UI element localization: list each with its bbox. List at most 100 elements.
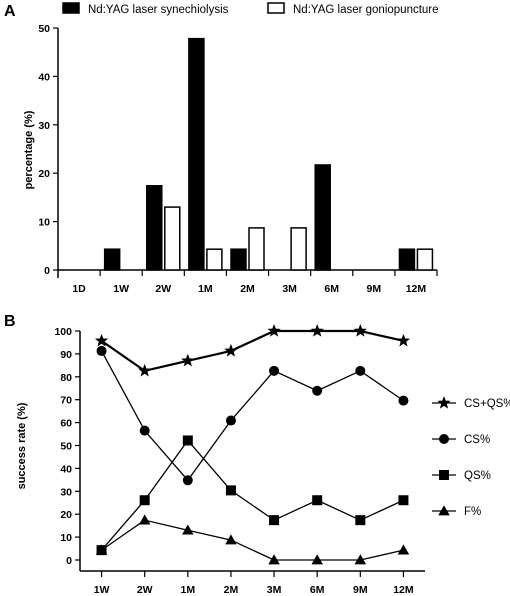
- x-tick-label: 1M: [181, 584, 196, 596]
- y-tick-label: 0: [44, 265, 50, 277]
- y-tick-label: 90: [60, 349, 72, 361]
- series-circle: [96, 345, 409, 486]
- panel-a-y-axis-title: percentage (%): [23, 110, 35, 189]
- panel-b-axes: 0 10 20 30 40 50 60 70 80 90 100 1W 2W 1M 2M 3M 6M 9M 12M: [54, 326, 425, 596]
- panel-b-label: B: [4, 313, 16, 330]
- x-tick-label: 12M: [393, 584, 414, 596]
- square-marker: [439, 470, 449, 480]
- series-line: [101, 439, 404, 551]
- y-tick-label: 70: [60, 395, 72, 407]
- y-tick-label: 40: [38, 71, 50, 83]
- y-tick-label: 50: [38, 23, 50, 35]
- square-marker: [398, 495, 409, 506]
- x-tick-label: 1D: [72, 283, 86, 295]
- legend-swatch: [62, 2, 80, 14]
- circle-marker: [398, 395, 409, 406]
- x-tick-label: 6M: [324, 283, 339, 295]
- x-tick-label: 1W: [113, 283, 129, 295]
- square-marker: [355, 515, 366, 526]
- star-marker: [138, 363, 152, 377]
- bar: [188, 37, 205, 271]
- bar: [230, 248, 247, 271]
- panel-b: B 0 10 20 30 40 50 60 70 80 90 100 1W 2W 1M 2M 3M 6M 9M 12…: [4, 313, 510, 596]
- y-tick-label: 80: [60, 372, 72, 384]
- circle-marker: [225, 415, 236, 426]
- x-tick-label: 2M: [240, 283, 255, 295]
- triangle-marker: [438, 505, 450, 516]
- legend-label: Nd:YAG laser synechiolysis: [88, 4, 229, 16]
- x-tick-label: 2W: [137, 584, 153, 596]
- bar: [164, 206, 181, 271]
- star-marker: [396, 333, 411, 347]
- square-marker: [312, 495, 323, 506]
- series-line: [100, 329, 404, 373]
- panel-a: A Nd:YAG laser synechiolysis Nd:YAG laser…: [4, 2, 439, 295]
- x-tick-label: 12M: [406, 283, 427, 295]
- x-tick-label: 9M: [353, 584, 368, 596]
- y-tick-label: 30: [60, 486, 72, 498]
- star-marker: [353, 324, 367, 337]
- x-tick-label: 2M: [224, 584, 239, 596]
- circle-marker: [96, 345, 107, 356]
- triangle-marker: [182, 524, 194, 535]
- star-marker: [437, 396, 451, 409]
- series-triangle: [95, 514, 410, 565]
- star-marker: [310, 324, 324, 337]
- circle-marker: [139, 425, 150, 436]
- star-marker: [267, 324, 281, 337]
- bar: [314, 164, 331, 271]
- triangle-marker: [268, 554, 280, 565]
- x-tick-label: 9M: [367, 283, 382, 295]
- triangle-marker: [225, 534, 237, 545]
- panel-a-legend: Nd:YAG laser synechiolysis Nd:YAG laser g…: [62, 2, 439, 16]
- bar: [206, 248, 223, 271]
- y-tick-label: 30: [38, 120, 50, 132]
- bar: [290, 227, 307, 271]
- y-tick-label: 0: [66, 555, 72, 567]
- circle-marker: [439, 434, 449, 444]
- series-line: [101, 519, 404, 561]
- circle-marker: [355, 365, 366, 376]
- circle-marker: [182, 475, 193, 486]
- series-square: [96, 435, 409, 556]
- triangle-marker: [354, 554, 367, 565]
- bar: [103, 248, 121, 271]
- series-line: [100, 350, 404, 482]
- square-marker: [182, 435, 193, 446]
- triangle-marker: [397, 544, 410, 555]
- bar: [398, 248, 416, 271]
- circle-marker: [269, 365, 280, 376]
- legend-swatch: [267, 2, 285, 14]
- y-tick-label: 10: [38, 217, 50, 229]
- panel-b-lines: [94, 324, 411, 565]
- legend-label: CS%: [464, 434, 490, 446]
- x-tick-label: 3M: [267, 584, 282, 596]
- y-tick-label: 40: [60, 463, 72, 475]
- panel-a-bars: [103, 37, 434, 271]
- star-marker: [181, 353, 195, 367]
- legend-label: CS+QS%: [464, 398, 510, 410]
- series-star: [94, 324, 411, 377]
- y-tick-label: 100: [54, 326, 72, 338]
- square-marker: [269, 515, 280, 526]
- triangle-marker: [138, 514, 151, 525]
- triangle-marker: [311, 554, 323, 565]
- x-tick-label: 1M: [198, 283, 213, 295]
- y-tick-label: 60: [60, 418, 72, 430]
- panel-a-axes: 0 10 20 30 40 50 1D 1W 2W 1M 2M 3M 6M 9M 12M: [38, 23, 438, 295]
- legend-label: Nd:YAG laser goniopuncture: [293, 4, 439, 16]
- square-marker: [139, 495, 150, 506]
- y-tick-label: 20: [60, 509, 72, 521]
- x-tick-label: 6M: [310, 584, 325, 596]
- panel-b-y-axis-title: success rate (%): [16, 402, 28, 489]
- y-tick-label: 20: [38, 168, 50, 180]
- bar: [248, 227, 265, 271]
- panel-b-legend: CS+QS% CS% QS% F%: [432, 396, 510, 518]
- x-tick-label: 1W: [94, 584, 110, 596]
- bar: [146, 185, 163, 271]
- legend-label: QS%: [464, 470, 491, 482]
- star-marker: [224, 343, 238, 357]
- x-tick-label: 2W: [155, 283, 171, 295]
- y-tick-label: 10: [60, 532, 72, 544]
